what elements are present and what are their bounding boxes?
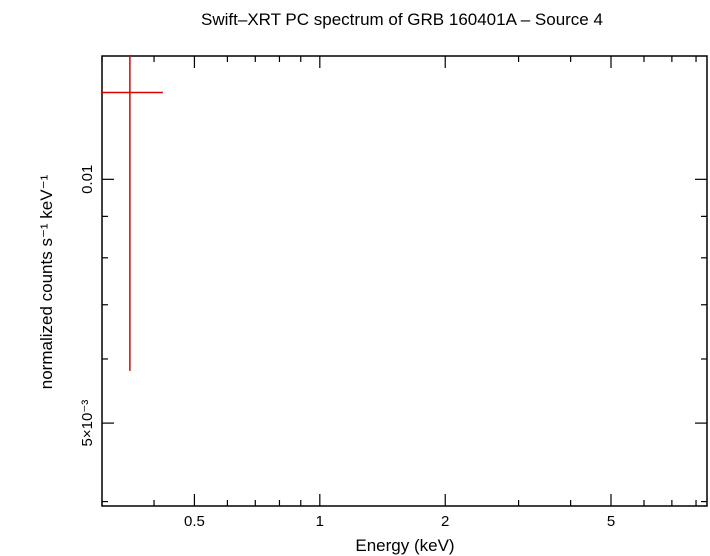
x-tick-label: 1 xyxy=(316,513,324,530)
x-axis-label: Energy (keV) xyxy=(355,536,454,555)
y-tick-label: 5×10⁻³ xyxy=(79,400,96,447)
y-tick-label: 0.01 xyxy=(79,165,96,194)
data-layer xyxy=(102,56,163,371)
y-axis-label: normalized counts s⁻¹ keV⁻¹ xyxy=(37,174,56,389)
axis-ticks: 0.5 1 2 5 0.01 5×10⁻³ xyxy=(79,56,707,530)
plot-frame xyxy=(101,55,708,507)
chart-title: Swift–XRT PC spectrum of GRB 160401A – S… xyxy=(201,10,603,29)
x-tick-label: 2 xyxy=(441,513,449,530)
x-tick-label: 0.5 xyxy=(184,513,205,530)
x-tick-label: 5 xyxy=(607,513,615,530)
